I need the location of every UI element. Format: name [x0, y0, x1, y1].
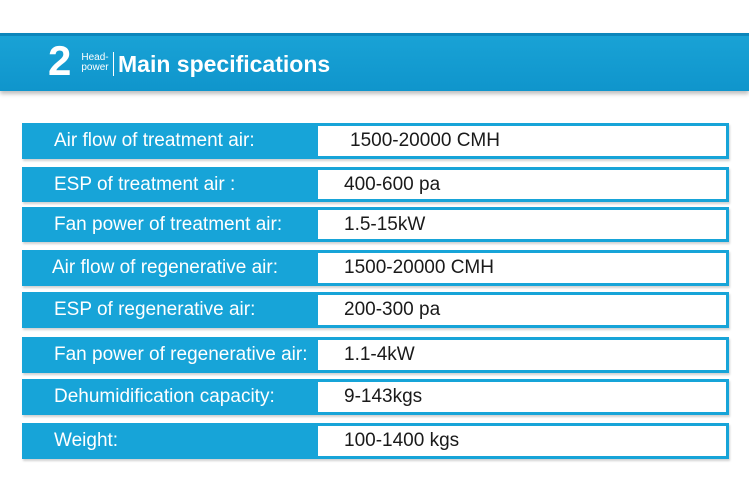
spec-row-treatment-air-flow: Air flow of treatment air: 1500-20000 CM… — [22, 123, 729, 159]
spec-label: Dehumidification capacity: — [54, 386, 275, 407]
spec-value-box: 1500-20000 CMH — [318, 126, 726, 156]
section-subtitle: Head- power — [78, 53, 112, 73]
spec-label: Fan power of regenerative air: — [54, 344, 308, 365]
spec-row-regenerative-esp: ESP of regenerative air: 200-300 pa — [22, 292, 729, 328]
spec-label: Air flow of treatment air: — [54, 130, 255, 151]
spec-label: Weight: — [54, 430, 119, 451]
spec-row-regenerative-fan-power: Fan power of regenerative air: 1.1-4kW — [22, 337, 729, 373]
spec-value: 400-600 pa — [344, 173, 441, 195]
section-header: 2 Head- power Main specifications — [0, 33, 749, 91]
spec-value-box: 100-1400 kgs — [318, 426, 726, 456]
spec-row-treatment-fan-power: Fan power of treatment air: 1.5-15kW — [22, 207, 729, 242]
spec-value-box: 400-600 pa — [318, 170, 726, 199]
spec-label: ESP of treatment air : — [54, 173, 236, 195]
spec-value-box: 1500-20000 CMH — [318, 253, 726, 283]
spec-value: 9-143kgs — [344, 386, 423, 407]
spec-row-dehumidification-capacity: Dehumidification capacity: 9-143kgs — [22, 379, 729, 415]
section-divider — [113, 52, 114, 76]
spec-value: 200-300 pa — [344, 299, 441, 320]
section-subtitle-line1: Head- — [81, 52, 109, 63]
spec-row-weight: Weight: 100-1400 kgs — [22, 423, 729, 459]
spec-label: ESP of regenerative air: — [54, 299, 256, 320]
section-title: Main specifications — [118, 51, 331, 77]
spec-value-box: 9-143kgs — [318, 382, 726, 412]
spec-value: 100-1400 kgs — [344, 430, 460, 451]
spec-value: 1.1-4kW — [344, 344, 415, 365]
spec-value-box: 200-300 pa — [318, 295, 726, 325]
spec-value-box: 1.5-15kW — [318, 210, 726, 239]
spec-row-treatment-esp: ESP of treatment air : 400-600 pa — [22, 167, 729, 202]
spec-label: Fan power of treatment air: — [54, 213, 283, 235]
spec-label: Air flow of regenerative air: — [52, 257, 278, 278]
spec-value-box: 1.1-4kW — [318, 340, 726, 370]
spec-row-regenerative-air-flow: Air flow of regenerative air: 1500-20000… — [22, 250, 729, 286]
section-subtitle-line2: power — [81, 62, 109, 73]
section-number: 2 — [48, 37, 71, 84]
spec-value: 1500-20000 CMH — [344, 257, 494, 278]
spec-value: 1500-20000 CMH — [350, 130, 500, 151]
spec-value: 1.5-15kW — [344, 213, 426, 235]
